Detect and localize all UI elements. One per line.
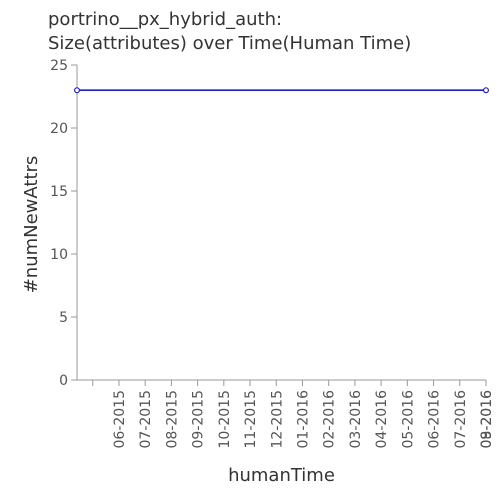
- chart-title-line-1: portrino__px_hybrid_auth:: [48, 9, 283, 30]
- x-tick-label: 03-2016: [348, 390, 364, 449]
- y-tick-label: 20: [50, 121, 68, 137]
- y-tick-label: 5: [59, 310, 68, 326]
- x-tick-label: 06-2015: [112, 390, 128, 449]
- x-tick-label: 05-2016: [400, 390, 416, 449]
- x-axis-ticks: 06-2015 07-2015 08-2015 09-2015 10-2015 11-20…: [92, 380, 495, 449]
- data-point: [73, 87, 80, 94]
- x-tick-label: 10-2015: [217, 390, 233, 449]
- x-tick-label: 11-2015: [243, 390, 259, 449]
- x-tick-label: 08-2016: [479, 390, 495, 449]
- x-tick-label: 06-2016: [427, 390, 443, 449]
- y-tick-label: 15: [50, 184, 68, 200]
- y-tick-label: 0: [59, 373, 68, 389]
- x-tick-label: 08-2015: [164, 390, 180, 449]
- y-axis-title: #numNewAttrs: [21, 156, 42, 294]
- y-axis-ticks: 0 5 10 15 20 25: [50, 58, 77, 389]
- chart-title-line-2: Size(attributes) over Time(Human Time): [48, 33, 412, 54]
- series-group: [73, 87, 490, 94]
- x-tick-label: 04-2016: [374, 390, 390, 449]
- x-tick-label: 01-2016: [295, 390, 311, 449]
- x-tick-label: 12-2015: [269, 390, 285, 449]
- x-tick-label: 07-2016: [453, 390, 469, 449]
- x-tick-label: 09-2015: [191, 390, 207, 449]
- x-tick-label: 07-2015: [138, 390, 154, 449]
- chart-title: portrino__px_hybrid_auth: Size(attribute…: [48, 8, 411, 56]
- data-point: [483, 87, 490, 94]
- x-axis-title: humanTime: [228, 465, 335, 486]
- y-tick-label: 10: [50, 247, 68, 263]
- x-tick-label: 02-2016: [322, 390, 338, 449]
- x-tick-label: 09-2016: [479, 390, 495, 449]
- y-tick-label: 25: [50, 58, 68, 74]
